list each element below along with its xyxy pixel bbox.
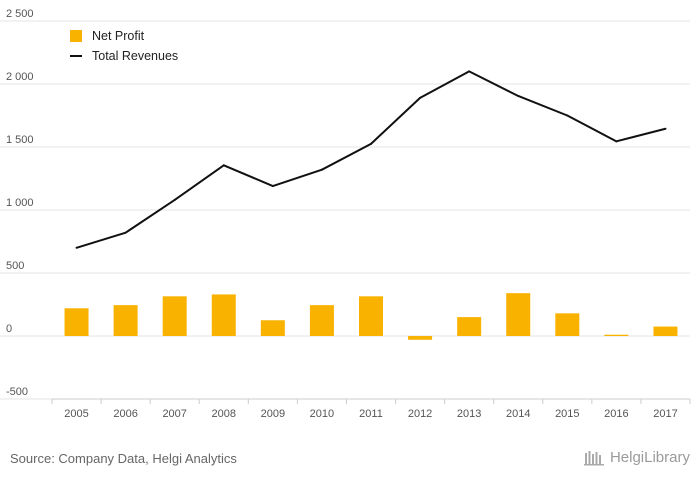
legend-swatch-net-profit [70, 30, 82, 42]
y-axis: -500 0 500 1 000 1 500 2 000 2 500 [6, 8, 34, 398]
total-revenues-point [615, 140, 618, 143]
net-profit-bar [653, 326, 678, 336]
x-tick-label: 2008 [212, 408, 236, 420]
net-profit-bar [64, 308, 89, 336]
x-tick-label: 2013 [457, 408, 481, 420]
library-icon [583, 450, 604, 465]
x-tick-label: 2017 [653, 408, 677, 420]
total-revenues-point [468, 70, 471, 73]
total-revenues-point [419, 96, 422, 99]
grid-lines [0, 20, 690, 400]
y-tick-label: 1 000 [6, 197, 34, 209]
net-profit-bar [457, 317, 482, 336]
y-tick-label: 2 500 [6, 8, 34, 20]
net-profit-bar [604, 334, 629, 336]
net-profit-bar [555, 313, 580, 336]
x-tick-label: 2016 [604, 408, 628, 420]
net-profit-bar [162, 296, 187, 336]
x-tick-label: 2005 [64, 408, 88, 420]
legend-label-total-revenues: Total Revenues [92, 49, 178, 63]
brand-logo: HelgiLibrary [583, 449, 690, 466]
total-revenues-point [566, 114, 569, 117]
total-revenues-point [664, 127, 667, 130]
x-tick-label: 2007 [162, 408, 186, 420]
total-revenues-point [124, 231, 127, 234]
net-profit-bar [113, 305, 138, 336]
total-revenues-point [173, 198, 176, 201]
total-revenues-point [75, 246, 78, 249]
y-tick-label: 2 000 [6, 71, 34, 83]
x-tick-label: 2012 [408, 408, 432, 420]
net-profit-bar [506, 293, 531, 336]
net-profit-bar [359, 296, 383, 336]
total-revenues-line-group [75, 70, 667, 249]
x-tick-label: 2011 [359, 408, 383, 420]
net-profit-bar [309, 305, 334, 336]
x-axis: 2005 2006 2007 2008 2009 2010 2011 2012 2013 2014… [51, 398, 691, 420]
brand-name: HelgiLibrary [609, 449, 690, 466]
net-profit-bar [211, 294, 236, 336]
total-revenues-line [76, 70, 666, 249]
x-tick-label: 2015 [555, 408, 579, 420]
total-revenues-point [370, 142, 372, 145]
source-note: Source: Company Data, Helgi Analytics [10, 451, 237, 466]
total-revenues-point [320, 168, 323, 171]
y-tick-label: 1 500 [6, 134, 34, 146]
net-profit-bar [408, 336, 433, 340]
x-tick-label: 2009 [261, 408, 285, 420]
net-profit-bar [260, 320, 285, 336]
legend: Net Profit Total Revenues [70, 29, 178, 63]
legend-label-net-profit: Net Profit [92, 29, 145, 43]
x-tick-label: 2014 [506, 408, 530, 420]
total-revenues-point [222, 164, 225, 167]
y-tick-label: 0 [6, 323, 12, 335]
x-tick-label: 2010 [310, 408, 334, 420]
y-tick-label: 500 [6, 260, 24, 272]
y-tick-label: -500 [6, 386, 28, 398]
x-tick-label: 2006 [113, 408, 137, 420]
total-revenues-point [517, 94, 520, 97]
net-profit-bars [64, 293, 678, 340]
total-revenues-point [271, 185, 274, 188]
